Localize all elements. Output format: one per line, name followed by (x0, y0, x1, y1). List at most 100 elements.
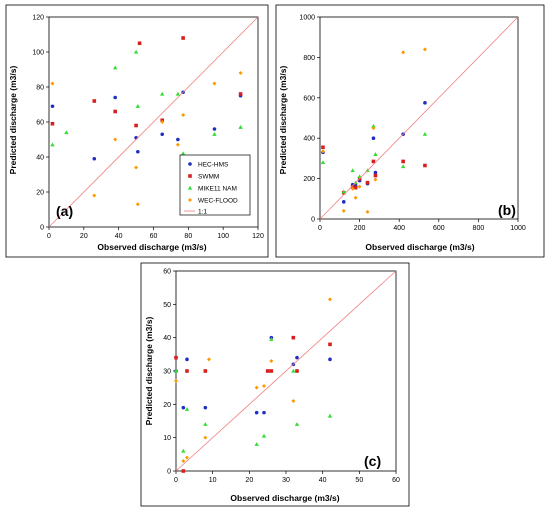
y-tick-label: 20 (36, 190, 44, 197)
x-tick-label: 600 (433, 225, 445, 232)
point-wec-flood (203, 435, 208, 440)
point-swmm (350, 184, 355, 189)
x-tick-label: 0 (47, 233, 51, 240)
x-tick-label: 0 (174, 477, 178, 484)
y-tick-label: 40 (36, 155, 44, 162)
point-mike11-nam (133, 49, 139, 54)
point-swmm (181, 36, 185, 40)
point-wec-flood (371, 126, 376, 131)
point-mike11-nam (261, 433, 267, 438)
one-to-one-line (175, 270, 397, 472)
legend-label-swmm: SWMM (198, 174, 219, 181)
point-mike11-nam (180, 151, 186, 156)
panel-a-ylabel: Predicted discharge (m3/s) (8, 66, 18, 175)
x-tick-label: 120 (252, 233, 264, 240)
x-tick-label: 60 (392, 477, 400, 484)
point-swmm (371, 159, 376, 164)
point-swmm (203, 369, 208, 373)
point-swmm (353, 185, 358, 190)
panel-c-xlabel: Observed discharge (m3/s) (230, 493, 339, 503)
point-hec-hms (176, 137, 180, 142)
panel-b: Predicted discharge (m3/s) Observed disc… (275, 4, 545, 258)
point-wec-flood (113, 137, 118, 142)
point-wec-flood (160, 120, 165, 124)
legend-marker-mike11-nam (187, 185, 193, 190)
x-tick-label: 10 (209, 477, 217, 484)
y-tick-label: 1000 (299, 15, 315, 22)
point-swmm (238, 92, 243, 96)
point-wec-flood (181, 113, 186, 117)
x-tick-label: 800 (473, 225, 485, 232)
point-wec-flood (212, 81, 217, 86)
point-mike11-nam (181, 448, 186, 453)
y-tick-label: 400 (303, 136, 315, 143)
point-hec-hms (113, 95, 117, 100)
legend-label-mike11-nam: MIKE11 NAM (198, 186, 237, 193)
legend-label-hec-hms: HEC-HMS (198, 162, 229, 169)
y-tick-label: 40 (163, 335, 171, 342)
point-wec-flood (365, 209, 370, 214)
point-wec-flood (181, 459, 186, 463)
y-tick-label: 50 (163, 302, 171, 309)
panel-b-plot: 0 200 400 600 800 1000 0 200 400 600 800 1000 (299, 15, 525, 233)
point-wec-flood (341, 208, 346, 213)
point-wec-flood (357, 184, 362, 189)
y-tick-label: 80 (36, 85, 44, 92)
point-mike11-nam (135, 104, 141, 108)
point-swmm (295, 369, 299, 373)
point-mike11-nam (422, 131, 428, 136)
legend-item-swmm: SWMM (188, 174, 219, 181)
legend-label-one-to-one: 1:1 (198, 209, 207, 216)
point-swmm (365, 180, 370, 185)
one-to-one-line (319, 16, 519, 220)
panel-b-ylabel: Predicted discharge (m3/s) (278, 66, 288, 175)
x-tick-label: 1000 (510, 225, 526, 232)
point-wec-flood (135, 202, 140, 207)
point-mike11-nam (291, 368, 296, 373)
point-mike11-nam (238, 125, 243, 129)
y-tick-label: 30 (163, 369, 171, 376)
point-wec-flood (401, 50, 406, 55)
x-tick-label: 0 (318, 225, 322, 232)
x-tick-label: 400 (393, 225, 405, 232)
point-wec-flood (291, 399, 296, 403)
x-tick-label: 100 (217, 233, 229, 240)
y-tick-label: 60 (163, 269, 171, 276)
point-hec-hms (295, 355, 299, 360)
legend-item-wec-flood: WEC-FLOOD (188, 198, 238, 205)
panel-a: Predicted discharge (m3/s) Observed disc… (5, 4, 269, 258)
panel-b-xlabel: Observed discharge (m3/s) (365, 242, 474, 252)
legend-item-mike11-nam: MIKE11 NAM (187, 185, 237, 193)
point-mike11-nam (269, 337, 274, 341)
point-mike11-nam (175, 91, 181, 96)
point-hec-hms (328, 357, 332, 362)
point-swmm (137, 41, 142, 46)
point-hec-hms (181, 405, 186, 410)
panel-c: Predicted discharge (m3/s) Observed disc… (140, 262, 410, 507)
point-mike11-nam (350, 168, 355, 173)
point-swmm (328, 342, 332, 347)
point-hec-hms (262, 410, 266, 415)
point-wec-flood (350, 186, 355, 191)
point-swmm (423, 163, 427, 168)
point-swmm (265, 369, 270, 373)
point-swmm (50, 121, 55, 126)
y-tick-label: 0 (311, 217, 315, 224)
y-tick-label: 600 (303, 95, 315, 102)
point-mike11-nam (400, 164, 406, 169)
point-hec-hms (160, 132, 165, 137)
point-wec-flood (207, 357, 211, 362)
point-mike11-nam (173, 368, 179, 373)
legend-frame (179, 154, 251, 216)
point-mike11-nam (327, 413, 333, 418)
legend-marker-swmm (188, 174, 192, 178)
point-wec-flood (262, 384, 266, 388)
legend-item-one-to-one: 1:1 (184, 209, 207, 216)
point-swmm (373, 173, 378, 178)
point-wec-flood (50, 81, 55, 86)
panel-c-label: (c) (364, 453, 381, 469)
panel-a-xlabel: Observed discharge (m3/s) (97, 242, 206, 252)
legend-marker-hec-hms (188, 162, 192, 166)
y-tick-label: 10 (163, 435, 171, 442)
